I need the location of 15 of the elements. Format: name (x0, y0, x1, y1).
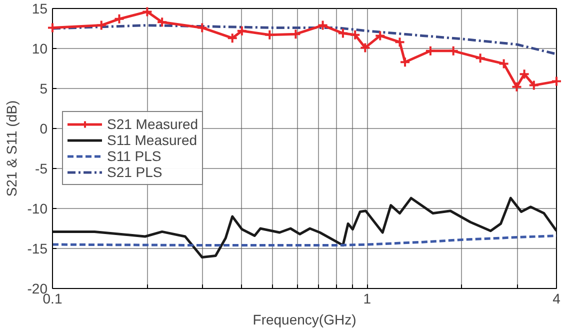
y-tick-label: 5 (40, 80, 48, 96)
y-axis-title: S21 & S11 (dB) (3, 100, 20, 197)
legend-label: S21 Measured (107, 116, 198, 132)
legend-label: S11 Measured (107, 132, 198, 148)
legend-label: S11 PLS (107, 148, 162, 164)
x-axis-title: Frequency(GHz) (252, 312, 356, 328)
y-tick-label: 15 (32, 0, 48, 16)
y-tick-label: -15 (27, 240, 48, 256)
x-tick-label: 1 (363, 290, 372, 306)
y-tick-label: 0 (40, 120, 48, 136)
y-tick-label: -5 (35, 160, 48, 176)
y-tick-label: 10 (32, 40, 48, 56)
x-tick-label: 4 (552, 290, 561, 306)
y-tick-label: -10 (27, 200, 48, 216)
legend-label: S21 PLS (107, 164, 162, 180)
